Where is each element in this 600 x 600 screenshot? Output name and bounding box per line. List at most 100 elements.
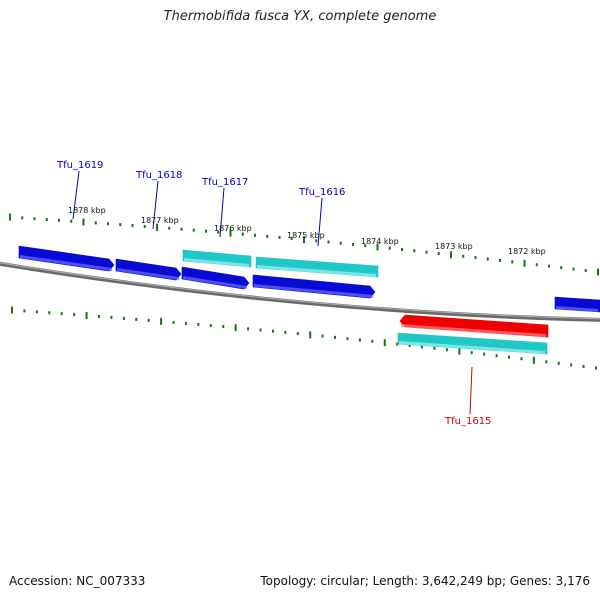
outer-minor-tick <box>499 258 501 262</box>
genome-backbone-highlight <box>0 262 600 320</box>
inner-major-tick <box>383 339 386 347</box>
inner-minor-tick <box>421 345 424 349</box>
outer-minor-tick <box>486 257 489 261</box>
inner-minor-tick <box>135 317 138 321</box>
inner-minor-tick <box>545 360 548 364</box>
gene-forward-edge-feature-shade <box>556 306 598 312</box>
outer-minor-tick <box>94 221 97 225</box>
outer-major-tick <box>523 259 526 267</box>
gene-label-tfu1616[interactable]: Tfu_1616 <box>298 187 345 198</box>
inner-minor-tick <box>197 322 200 326</box>
outer-minor-tick <box>425 250 428 254</box>
outer-major-tick <box>376 243 379 251</box>
gene-label-leaders <box>72 170 473 415</box>
outer-minor-tick <box>205 229 207 233</box>
outer-minor-tick <box>119 223 122 227</box>
inner-minor-tick <box>209 324 212 328</box>
outer-minor-tick <box>413 249 416 253</box>
gene-label-tfu1618[interactable]: Tfu_1618 <box>135 170 182 181</box>
inner-minor-tick <box>358 338 361 342</box>
inner-minor-tick <box>582 364 585 368</box>
outer-minor-tick <box>572 267 575 271</box>
outer-minor-tick <box>584 269 587 273</box>
outer-minor-tick <box>33 217 36 221</box>
outer-minor-tick <box>217 230 220 234</box>
inner-minor-tick <box>48 311 51 315</box>
outer-minor-tick <box>352 242 354 246</box>
inner-minor-tick <box>247 327 250 331</box>
gene-tfu1619-feature-shade <box>20 255 112 271</box>
inner-minor-tick <box>433 346 436 350</box>
gene-tfu1616-rna-feature-shade <box>257 265 376 277</box>
inner-major-tick <box>458 347 461 355</box>
feature-track <box>18 245 600 355</box>
inner-minor-tick <box>371 339 374 343</box>
inner-minor-tick <box>122 316 125 320</box>
outer-minor-tick <box>327 240 330 244</box>
outer-minor-tick <box>535 263 538 267</box>
outer-minor-tick <box>511 260 514 264</box>
outer-minor-tick <box>58 218 60 222</box>
inner-minor-tick <box>508 355 511 359</box>
inner-minor-tick <box>184 321 187 325</box>
inner-minor-tick <box>284 330 287 334</box>
inner-major-tick <box>309 331 312 339</box>
scale-label-1875: 1875 kbp <box>287 231 325 240</box>
outer-major-tick <box>156 223 158 231</box>
outer-minor-tick <box>474 256 477 260</box>
inner-minor-tick <box>73 313 76 317</box>
gene-tfu1615-feature-shade <box>401 324 546 337</box>
gene-label-tfu1615[interactable]: Tfu_1615 <box>444 416 491 427</box>
inner-minor-tick <box>296 332 299 336</box>
outer-minor-tick <box>266 234 269 238</box>
inner-minor-tick <box>97 314 100 318</box>
outer-minor-tick <box>241 232 244 236</box>
gene-label-tfu1617[interactable]: Tfu_1617 <box>201 177 248 188</box>
inner-minor-tick <box>495 354 498 358</box>
inner-minor-tick <box>483 352 486 356</box>
inner-minor-tick <box>408 343 411 347</box>
topology-text: Topology: circular; Length: 3,642,249 bp… <box>260 574 590 588</box>
inner-minor-tick <box>110 315 113 319</box>
outer-major-tick <box>229 229 232 237</box>
outer-major-tick <box>450 251 452 259</box>
inner-major-tick <box>85 312 88 320</box>
gene-tfu1618-feature-shade <box>117 268 179 280</box>
outer-minor-tick <box>70 219 73 223</box>
inner-major-tick <box>532 356 535 364</box>
scale-label-1873: 1873 kbp <box>435 242 473 251</box>
leader-tfu1619 <box>72 170 80 220</box>
outer-minor-tick <box>45 218 48 222</box>
inner-major-tick <box>160 317 163 325</box>
gene-tfu1615-rna-feature-shade <box>399 341 545 354</box>
gene-tfu1617-feature-shade <box>183 276 247 289</box>
inner-minor-tick <box>334 335 337 339</box>
inner-minor-tick <box>259 328 262 332</box>
map-title: Thermobifida fusca YX, complete genome <box>163 9 437 24</box>
scale-label-1878: 1878 kbp <box>68 206 106 215</box>
outer-minor-tick <box>131 224 134 228</box>
gene-label-tfu1619[interactable]: Tfu_1619 <box>56 160 103 171</box>
outer-minor-tick <box>388 246 391 250</box>
outer-major-tick <box>303 236 305 244</box>
inner-minor-tick <box>520 357 523 361</box>
outer-minor-tick <box>560 266 563 270</box>
genome-backbone <box>0 261 600 322</box>
outer-minor-tick <box>315 239 318 243</box>
inner-minor-tick <box>23 309 26 313</box>
outer-minor-tick <box>168 226 171 230</box>
gene-tfu1617-rna-feature-shade <box>184 258 249 267</box>
outer-minor-tick <box>143 224 146 228</box>
outer-minor-tick <box>254 233 256 237</box>
outer-major-tick <box>82 218 85 226</box>
outer-minor-tick <box>437 251 440 255</box>
inner-minor-tick <box>222 325 225 329</box>
inner-major-tick <box>11 306 13 314</box>
inner-minor-tick <box>557 361 560 365</box>
outer-minor-tick <box>290 237 293 241</box>
outer-minor-tick <box>401 248 403 252</box>
inner-minor-tick <box>595 366 597 370</box>
outer-major-tick <box>597 268 599 276</box>
outer-tick-track <box>9 213 599 276</box>
